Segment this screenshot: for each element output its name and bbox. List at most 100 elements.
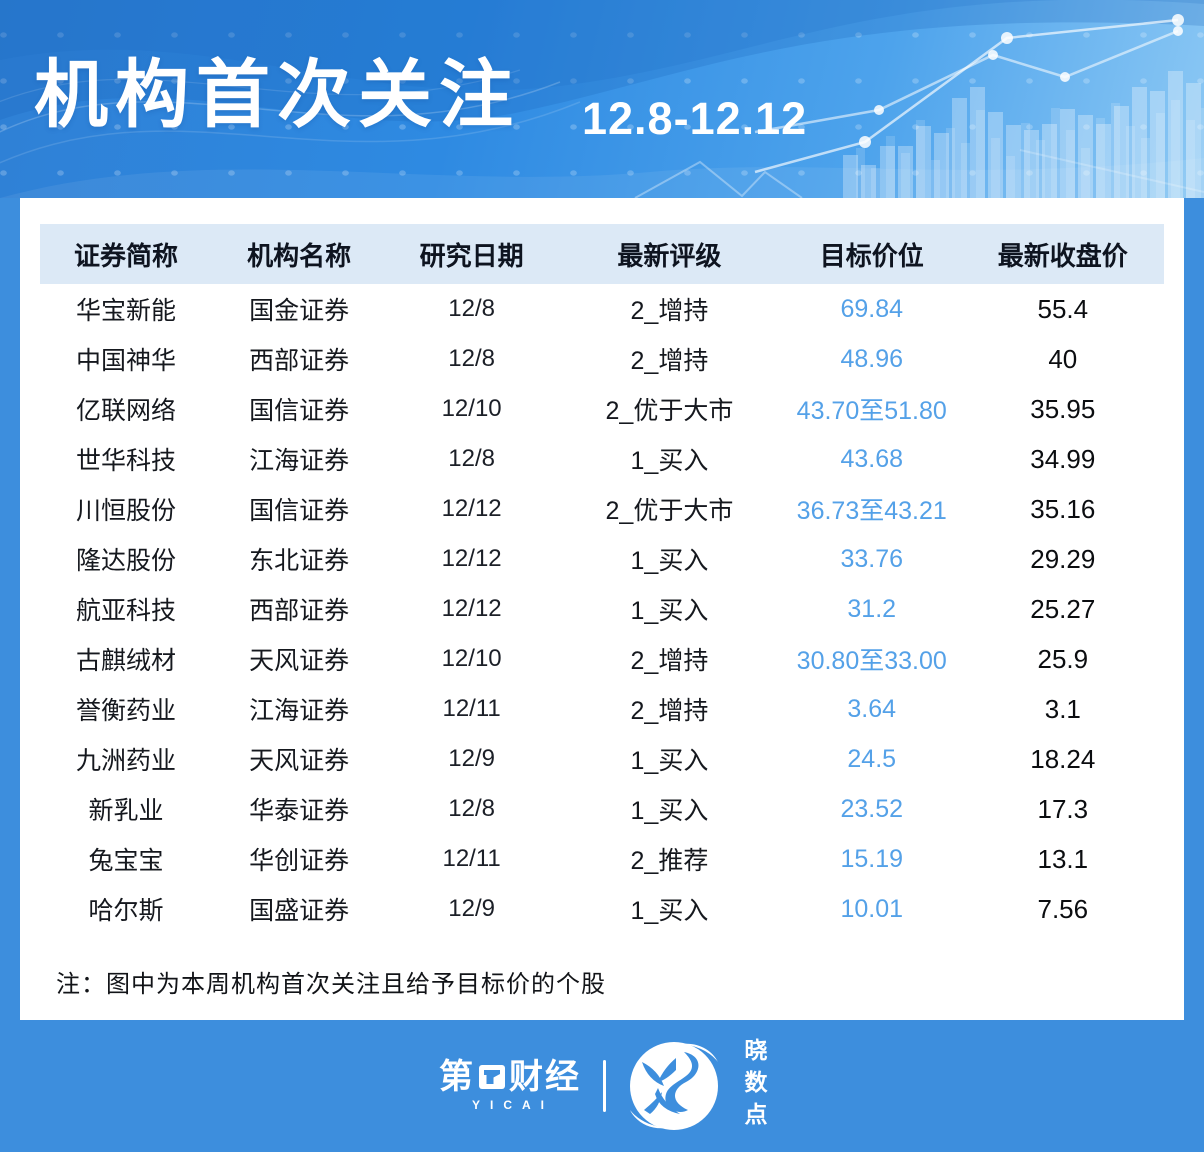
cell-rating: 1_买入 xyxy=(630,547,709,575)
cell-org: 国信证券 xyxy=(249,397,350,425)
cell-rating: 1_买入 xyxy=(630,447,709,475)
cell-org: 东北证券 xyxy=(249,547,350,575)
cell-date: 12/9 xyxy=(448,895,495,922)
cell-org: 国金证券 xyxy=(249,297,350,325)
table-row: 亿联网络 国信证券 12/10 2_优于大市 43.70至51.80 35.95 xyxy=(40,384,1164,434)
table-row: 兔宝宝 华创证券 12/11 2_推荐 15.19 13.1 xyxy=(40,834,1164,884)
cell-name: 中国神华 xyxy=(75,347,176,375)
cell-org: 国盛证券 xyxy=(249,897,350,925)
cell-target: 24.5 xyxy=(847,744,897,773)
yicai-logo: 第 财经 YICAI xyxy=(439,1060,581,1112)
cell-close: 13.1 xyxy=(1037,843,1089,874)
cell-date: 12/11 xyxy=(442,695,501,722)
table-row: 誉衡药业 江海证券 12/11 2_增持 3.64 3.1 xyxy=(40,684,1164,734)
footer: 第 财经 YICAI 晓数点 xyxy=(0,1020,1204,1152)
cell-target: 69.84 xyxy=(840,294,904,323)
cell-date: 12/11 xyxy=(442,845,501,872)
cell-org: 天风证券 xyxy=(249,647,350,675)
cell-name: 世华科技 xyxy=(75,447,176,475)
table-row: 隆达股份 东北证券 12/12 1_买入 33.76 29.29 xyxy=(40,534,1164,584)
cell-org: 华创证券 xyxy=(249,847,350,875)
cell-date: 12/12 xyxy=(441,595,502,622)
cell-name: 华宝新能 xyxy=(75,297,176,325)
cell-rating: 2_增持 xyxy=(630,697,709,725)
cell-date: 12/10 xyxy=(441,645,502,672)
brand-char-1: 第 xyxy=(439,1058,475,1096)
cell-name: 誉衡药业 xyxy=(75,697,176,725)
cell-rating: 2_增持 xyxy=(630,647,709,675)
table-row: 川恒股份 国信证券 12/12 2_优于大市 36.73至43.21 35.16 xyxy=(40,484,1164,534)
cell-close: 34.99 xyxy=(1030,443,1096,474)
cell-target: 36.73至43.21 xyxy=(796,497,947,525)
cell-date: 12/8 xyxy=(448,345,495,372)
cell-org: 华泰证券 xyxy=(249,797,350,825)
brand-en: YICAI xyxy=(471,1098,554,1112)
cell-rating: 2_推荐 xyxy=(630,847,709,875)
table-row: 古麒绒材 天风证券 12/10 2_增持 30.80至33.00 25.9 xyxy=(40,634,1164,684)
table-header: 证券简称 机构名称 研究日期 最新评级 目标价位 最新收盘价 xyxy=(40,224,1164,284)
cell-org: 江海证券 xyxy=(249,697,350,725)
column-header-close: 最新收盘价 xyxy=(997,240,1128,271)
table-row: 新乳业 华泰证券 12/8 1_买入 23.52 17.3 xyxy=(40,784,1164,834)
brand-char-2: 财经 xyxy=(509,1058,581,1096)
cell-close: 17.3 xyxy=(1037,793,1089,824)
dot-grid-decoration xyxy=(0,0,1204,198)
cell-date: 12/9 xyxy=(448,745,495,772)
cell-target: 43.70至51.80 xyxy=(796,397,947,425)
cell-target: 10.01 xyxy=(840,894,904,923)
cell-rating: 1_买入 xyxy=(630,747,709,775)
cell-org: 江海证券 xyxy=(249,447,350,475)
cell-org: 国信证券 xyxy=(249,497,350,525)
table-row: 哈尔斯 国盛证券 12/9 1_买入 10.01 7.56 xyxy=(40,884,1164,934)
cell-date: 12/8 xyxy=(448,795,495,822)
cell-rating: 2_增持 xyxy=(630,297,709,325)
column-header-target: 目标价位 xyxy=(819,240,924,271)
cell-org: 西部证券 xyxy=(249,597,350,625)
cell-name: 兔宝宝 xyxy=(88,847,164,875)
cell-close: 7.56 xyxy=(1037,893,1089,924)
cell-name: 新乳业 xyxy=(88,797,164,825)
cell-rating: 1_买入 xyxy=(630,797,709,825)
column-header-stock: 证券简称 xyxy=(73,240,178,271)
cell-org: 西部证券 xyxy=(249,347,350,375)
table-row: 华宝新能 国金证券 12/8 2_增持 69.84 55.4 xyxy=(40,284,1164,334)
cell-org: 天风证券 xyxy=(249,747,350,775)
cell-target: 15.19 xyxy=(840,844,904,873)
table-row: 中国神华 西部证券 12/8 2_增持 48.96 40 xyxy=(40,334,1164,384)
cell-rating: 2_优于大市 xyxy=(605,397,734,425)
cell-date: 12/12 xyxy=(441,495,502,522)
cell-target: 3.64 xyxy=(847,694,897,723)
footnote: 注：图中为本周机构首次关注且给予目标价的个股 xyxy=(56,971,606,998)
cell-target: 23.52 xyxy=(840,794,904,823)
date-range: 12.8-12.12 xyxy=(582,93,808,144)
cell-close: 35.95 xyxy=(1030,393,1096,424)
cell-name: 古麒绒材 xyxy=(75,647,176,675)
data-card: 证券简称 机构名称 研究日期 最新评级 目标价位 最新收盘价 华宝新能 国金证券 1… xyxy=(20,198,1184,1020)
cell-name: 哈尔斯 xyxy=(88,897,164,925)
table-row: 世华科技 江海证券 12/8 1_买入 43.68 34.99 xyxy=(40,434,1164,484)
footer-divider xyxy=(603,1060,606,1112)
xiaoshudian-label: 晓数点 xyxy=(741,1038,767,1134)
cell-close: 25.9 xyxy=(1037,643,1089,674)
cell-close: 3.1 xyxy=(1044,693,1081,724)
cell-rating: 1_买入 xyxy=(630,897,709,925)
cell-name: 九洲药业 xyxy=(75,747,176,775)
cell-target: 31.2 xyxy=(847,594,897,623)
cell-rating: 2_优于大市 xyxy=(605,497,734,525)
cell-name: 航亚科技 xyxy=(75,597,176,625)
cell-date: 12/10 xyxy=(441,395,502,422)
table-body: 华宝新能 国金证券 12/8 2_增持 69.84 55.4 中国神华 西部证券 12/8 2_增… xyxy=(40,284,1164,934)
cell-target: 43.68 xyxy=(840,444,904,473)
cell-date: 12/12 xyxy=(441,545,502,572)
cell-close: 29.29 xyxy=(1030,543,1096,574)
cell-target: 48.96 xyxy=(840,344,904,373)
cell-close: 35.16 xyxy=(1030,493,1096,524)
page-title: 机构首次关注 xyxy=(34,53,520,136)
cell-rating: 2_增持 xyxy=(630,347,709,375)
cell-target: 30.80至33.00 xyxy=(796,647,947,675)
cell-close: 55.4 xyxy=(1037,293,1089,324)
cell-name: 川恒股份 xyxy=(75,497,176,525)
yicai-box-icon xyxy=(479,1065,505,1089)
table-row: 航亚科技 西部证券 12/12 1_买入 31.2 25.27 xyxy=(40,584,1164,634)
xiaoshudian-logo-icon xyxy=(630,1042,718,1130)
